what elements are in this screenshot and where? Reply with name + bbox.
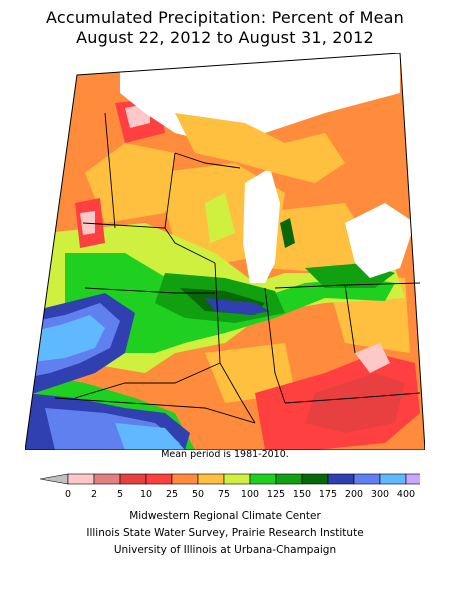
legend-swatch-6 xyxy=(223,473,251,485)
lake-michigan xyxy=(243,168,280,283)
precipitation-map xyxy=(25,53,425,450)
legend-swatch-12 xyxy=(379,473,407,485)
legend-swatch-5 xyxy=(197,473,225,485)
credit-line-3: University of Illinois at Urbana-Champai… xyxy=(113,544,337,556)
legend-below-arrow xyxy=(40,473,69,485)
legend-label-200: 200 xyxy=(345,489,363,500)
legend-label-5: 5 xyxy=(117,489,123,500)
legend-swatch-7 xyxy=(249,473,277,485)
color-legend: 0 2 5 10 25 50 75 100 125 150 175 200 300 400 xyxy=(40,473,420,500)
legend-label-400: 400 xyxy=(397,489,415,500)
legend-label-25: 25 xyxy=(166,489,178,500)
legend-label-50: 50 xyxy=(192,489,204,500)
mean-period-note: Mean period is 1981-2010. xyxy=(161,449,289,460)
legend-swatch-13 xyxy=(405,473,420,485)
legend-swatch-3 xyxy=(145,473,173,485)
legend-label-2: 2 xyxy=(91,489,97,500)
map-frame xyxy=(25,53,425,450)
legend-label-10: 10 xyxy=(140,489,152,500)
legend-swatch-10 xyxy=(327,473,355,485)
map-title-line-1: Accumulated Precipitation: Percent of Me… xyxy=(45,8,404,27)
legend-label-175: 175 xyxy=(319,489,337,500)
legend-label-125: 125 xyxy=(267,489,285,500)
legend-label-0: 0 xyxy=(65,489,71,500)
legend-swatch-8 xyxy=(275,473,303,485)
legend-label-100: 100 xyxy=(241,489,259,500)
legend-swatch-0 xyxy=(67,473,95,485)
map-title-line-2: August 22, 2012 to August 31, 2012 xyxy=(76,28,374,47)
credit-line-1: Midwestern Regional Climate Center xyxy=(129,510,321,522)
lake-huron xyxy=(345,203,415,278)
legend-swatch-2 xyxy=(119,473,147,485)
legend-label-150: 150 xyxy=(293,489,311,500)
legend-label-300: 300 xyxy=(371,489,389,500)
legend-swatch-4 xyxy=(171,473,199,485)
legend-label-75: 75 xyxy=(218,489,230,500)
credit-line-2: Illinois State Water Survey, Prairie Res… xyxy=(86,527,364,539)
state-borders xyxy=(54,112,421,424)
legend-swatch-1 xyxy=(93,473,121,485)
legend-swatch-11 xyxy=(353,473,381,485)
legend-swatch-9 xyxy=(301,473,329,485)
